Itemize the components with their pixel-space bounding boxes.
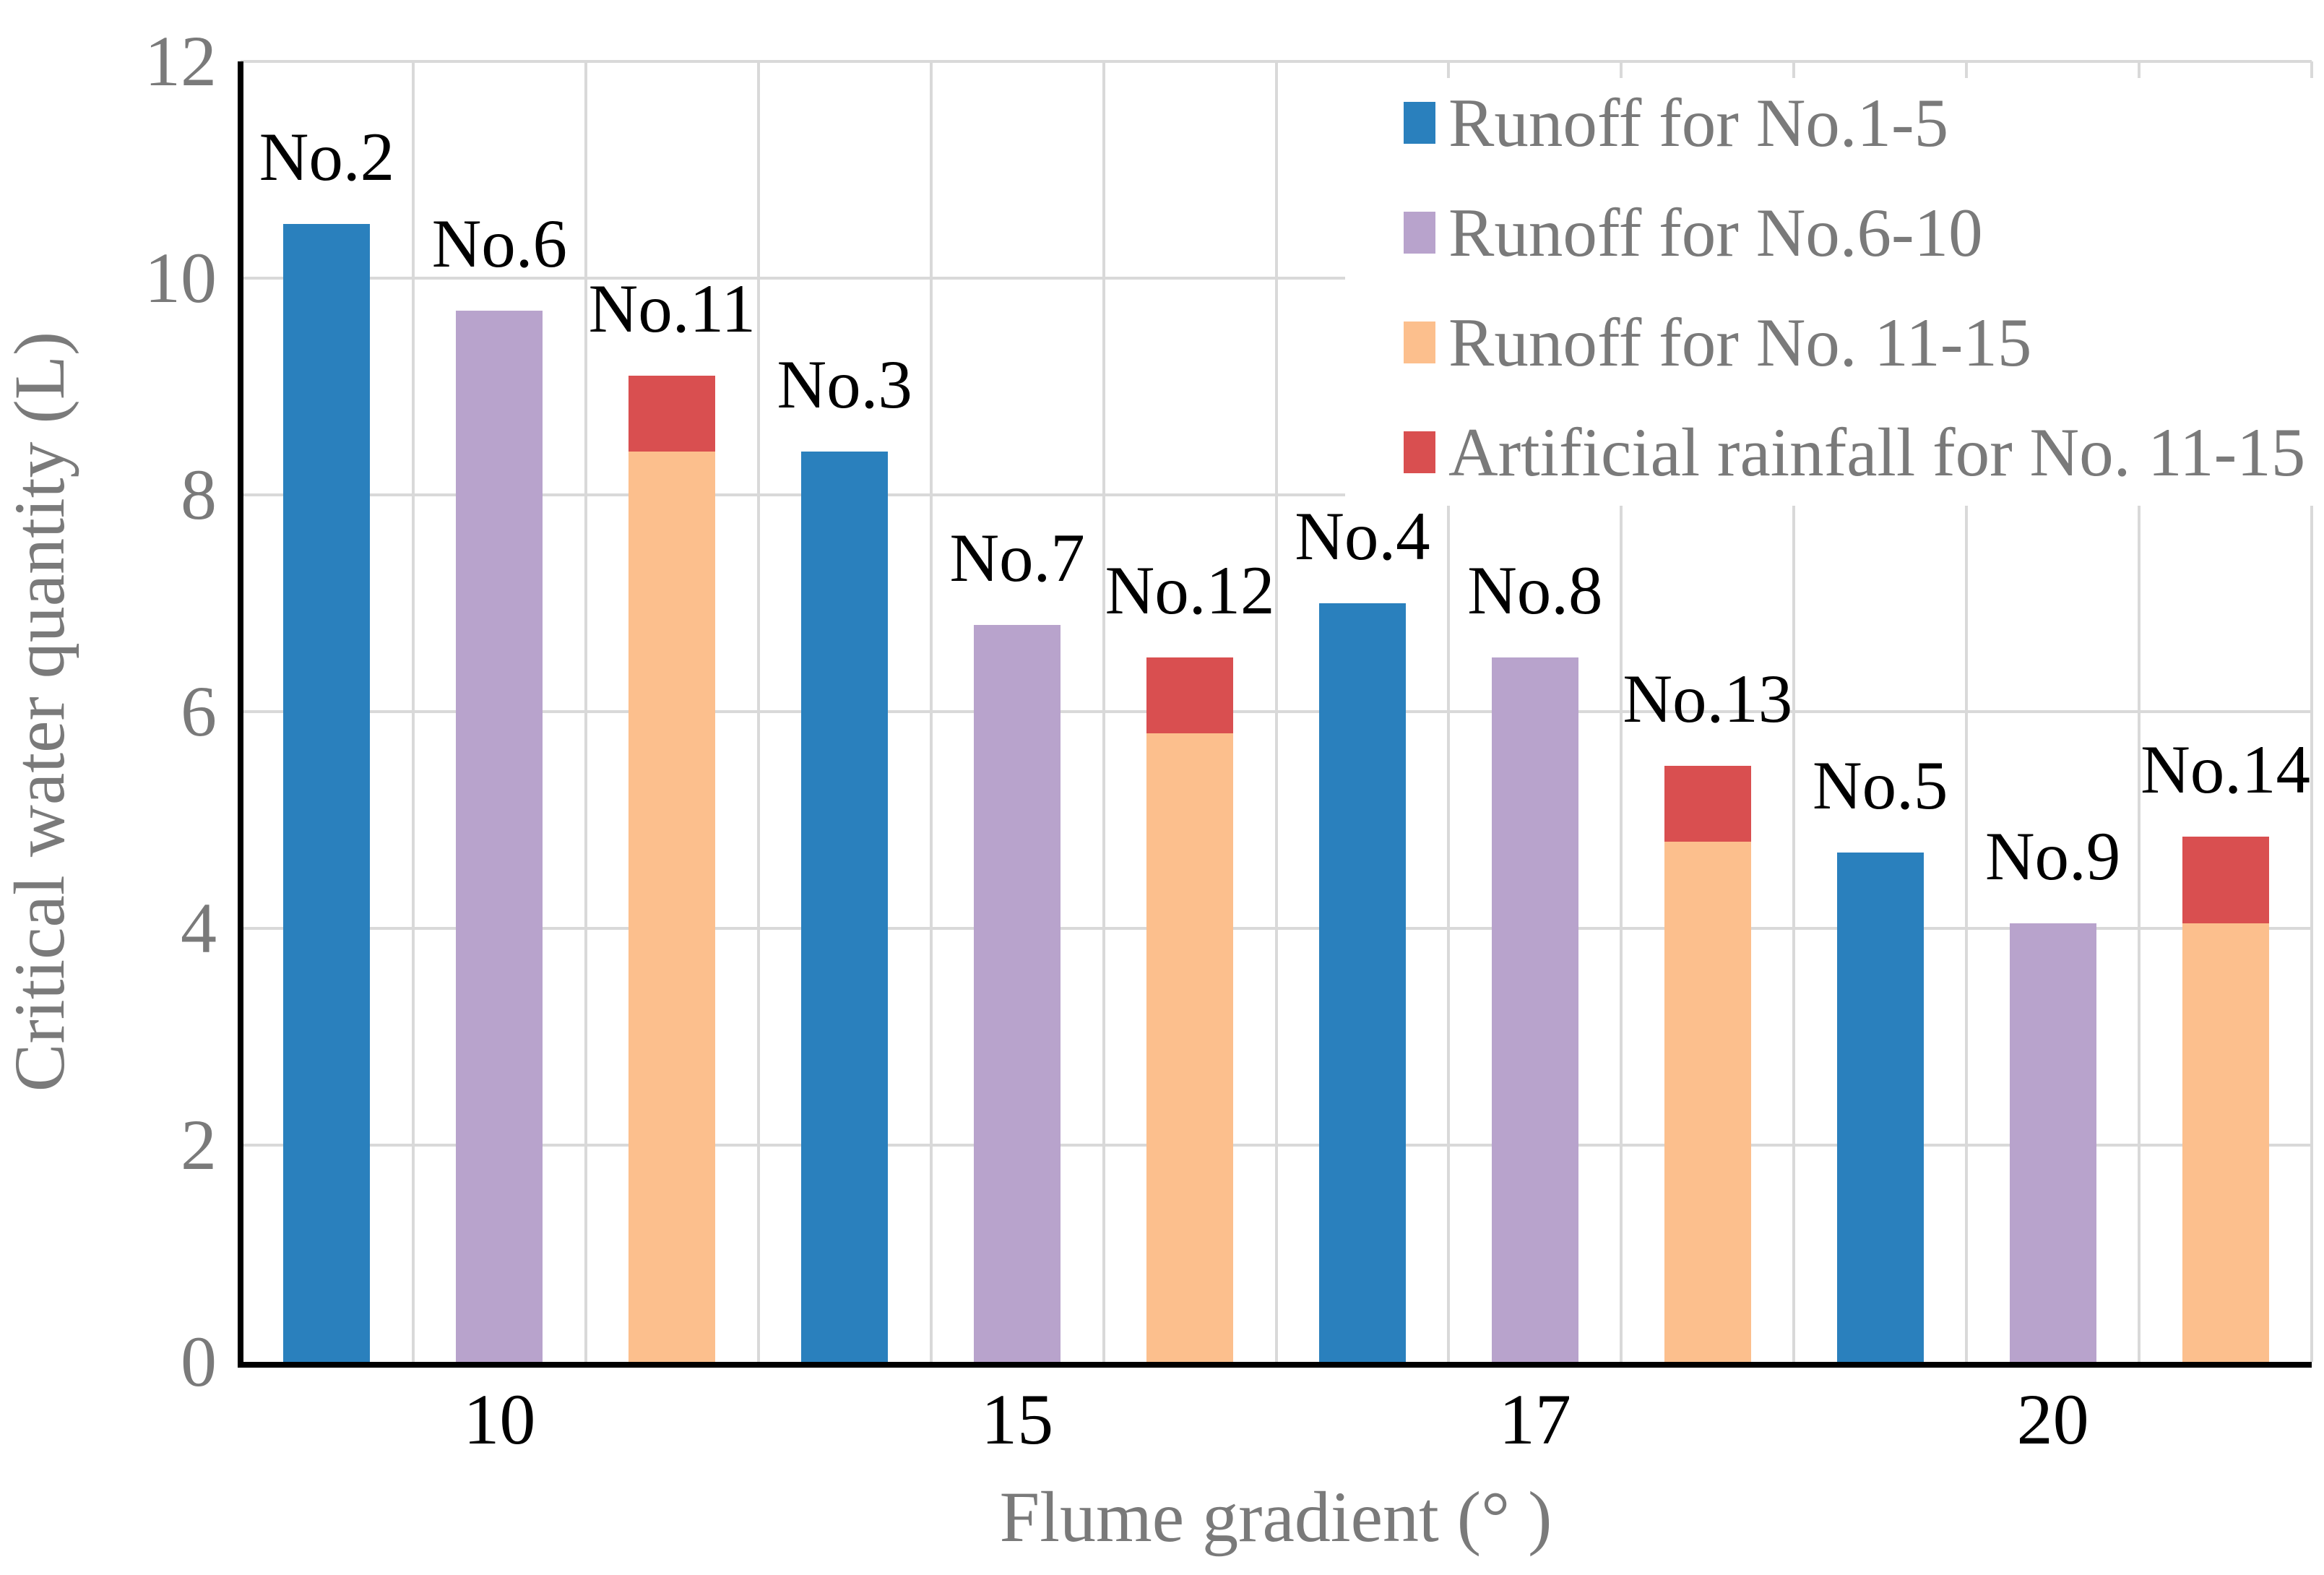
bar-label: No.14 bbox=[2141, 730, 2310, 808]
x-tick-label: 10 bbox=[463, 1379, 536, 1459]
v-gridline bbox=[1274, 61, 1278, 1362]
x-tick-label: 20 bbox=[2016, 1379, 2089, 1459]
v-gridline bbox=[1620, 61, 1623, 1362]
bar-label: No.4 bbox=[1295, 498, 1430, 574]
bar-no7-runoff bbox=[974, 625, 1061, 1362]
v-gridline bbox=[584, 61, 587, 1362]
bar-no8-runoff bbox=[1491, 657, 1578, 1362]
v-gridline bbox=[2138, 61, 2141, 1362]
y-tick-label: 8 bbox=[181, 454, 217, 535]
x-tick-label: 15 bbox=[981, 1379, 1054, 1459]
v-gridline bbox=[2310, 61, 2313, 1362]
legend: Runoff for No.1-5 Runoff for No.6-10 Runof… bbox=[1345, 78, 2324, 506]
bar-no9-runoff bbox=[2009, 923, 2096, 1362]
bar-label: No.11 bbox=[588, 270, 756, 347]
x-axis-line bbox=[238, 1362, 2312, 1368]
y-axis-line bbox=[238, 61, 243, 1368]
bar-no14-runoff bbox=[2182, 923, 2269, 1362]
y-tick-label: 12 bbox=[144, 21, 217, 101]
bar-label: No.2 bbox=[259, 118, 395, 195]
x-tick-label: 17 bbox=[1498, 1379, 1571, 1459]
v-gridline bbox=[1965, 61, 1969, 1362]
v-gridline bbox=[1792, 61, 1796, 1362]
bar-label: No.8 bbox=[1467, 552, 1603, 629]
bar-no11-rainfall bbox=[628, 376, 716, 452]
bar-label: No.12 bbox=[1105, 552, 1275, 629]
y-tick-label: 0 bbox=[181, 1321, 217, 1402]
y-tick-label: 10 bbox=[144, 238, 217, 318]
bar-no12-rainfall bbox=[1146, 657, 1234, 733]
legend-swatch-icon bbox=[1404, 212, 1435, 254]
bar-label: No.13 bbox=[1623, 660, 1793, 737]
y-tick-label: 4 bbox=[181, 888, 217, 968]
bar-no11-runoff bbox=[628, 452, 716, 1362]
bar-no13-runoff bbox=[1664, 842, 1751, 1362]
bar-no14-rainfall bbox=[2182, 836, 2269, 923]
bar-no2-runoff bbox=[283, 224, 371, 1362]
y-tick-label: 6 bbox=[181, 671, 217, 751]
bar-label: No.7 bbox=[949, 519, 1085, 596]
bar-no6-runoff bbox=[456, 311, 543, 1362]
bar-label: No.9 bbox=[1984, 817, 2121, 894]
bar-label: No.3 bbox=[777, 346, 912, 423]
legend-swatch-icon bbox=[1404, 322, 1435, 363]
legend-label: Runoff for No.6-10 bbox=[1448, 194, 1983, 271]
v-gridline bbox=[756, 61, 760, 1362]
legend-label: Runoff for No. 11-15 bbox=[1448, 304, 2032, 381]
bar-label: No.5 bbox=[1813, 747, 1948, 824]
bar-no12-runoff bbox=[1146, 733, 1234, 1362]
v-gridline bbox=[929, 61, 933, 1362]
v-gridline bbox=[411, 61, 415, 1362]
y-tick-label: 2 bbox=[181, 1105, 217, 1185]
bar-no5-runoff bbox=[1836, 853, 1924, 1362]
legend-label: Artificial rainfall for No. 11-15 bbox=[1448, 414, 2306, 491]
bar-no13-rainfall bbox=[1664, 766, 1751, 842]
v-gridline bbox=[1447, 61, 1451, 1362]
legend-swatch-icon bbox=[1404, 102, 1435, 144]
bar-label: No.6 bbox=[431, 205, 568, 282]
legend-swatch-icon bbox=[1404, 431, 1435, 473]
bar-no4-runoff bbox=[1318, 603, 1406, 1362]
bar-no3-runoff bbox=[801, 452, 889, 1362]
x-axis-title: Flume gradient (° ) bbox=[999, 1477, 1552, 1557]
legend-label: Runoff for No.1-5 bbox=[1448, 85, 1949, 161]
v-gridline bbox=[1102, 61, 1105, 1362]
